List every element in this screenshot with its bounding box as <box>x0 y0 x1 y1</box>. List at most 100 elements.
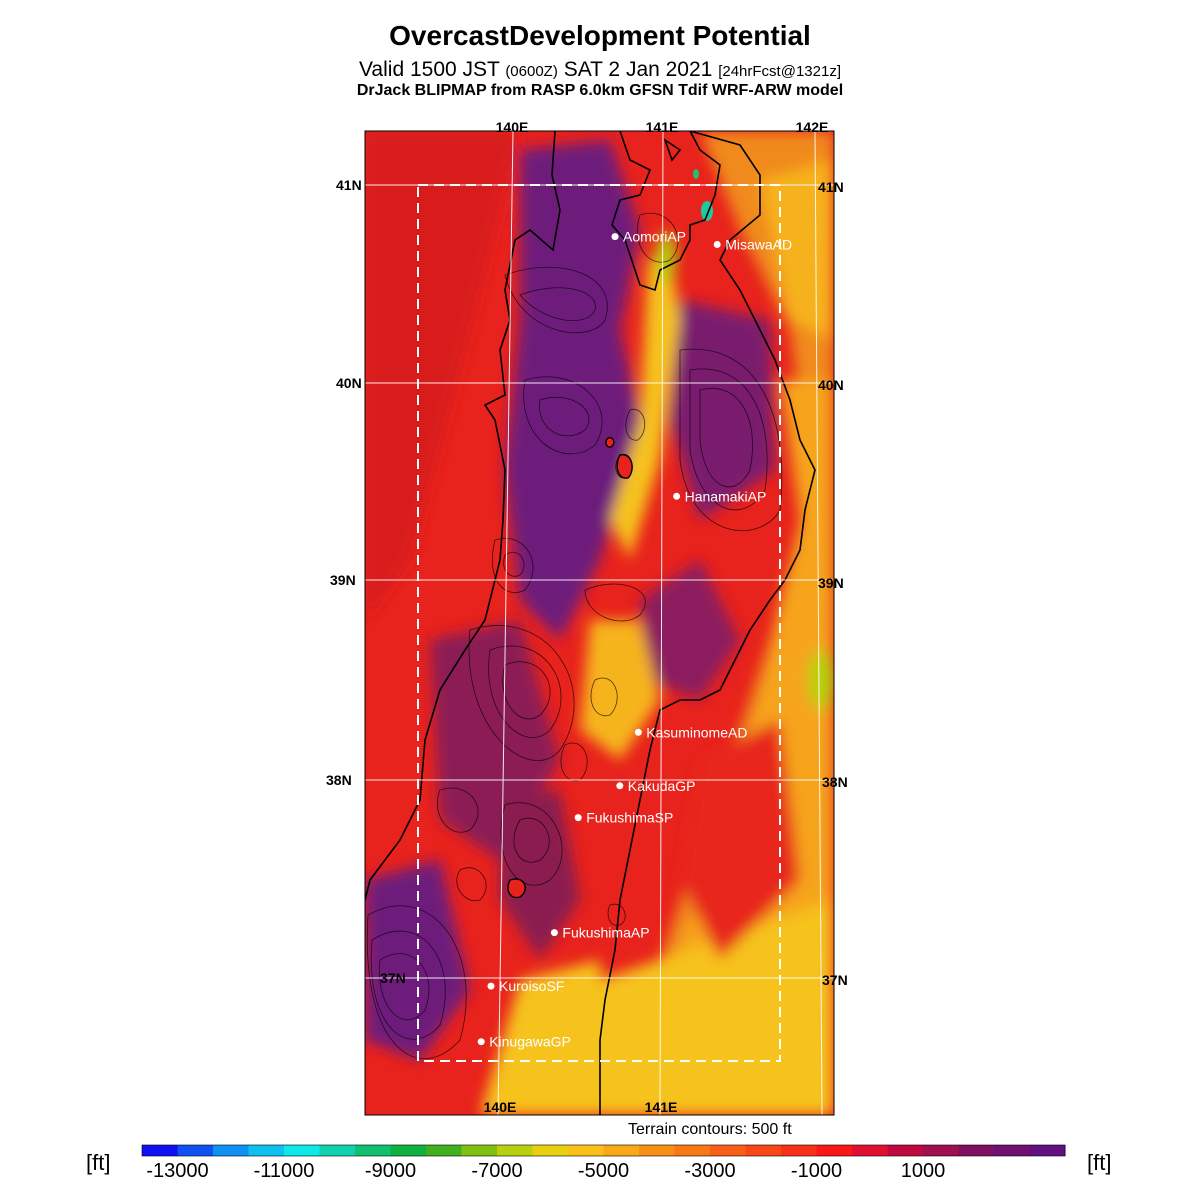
site-dot <box>477 1038 485 1046</box>
lat-labels-right: 41N 40N 39N 38N 37N <box>818 179 848 988</box>
site-label: HanamakiAP <box>685 488 767 504</box>
site-dot <box>550 929 558 937</box>
colorbar-swatch <box>461 1145 498 1156</box>
colorbar-swatch <box>284 1145 320 1156</box>
contour <box>584 583 646 622</box>
colorbar-swatch <box>816 1145 853 1156</box>
colorbar-unit-left: [ft] <box>86 1150 111 1175</box>
lakes <box>507 436 633 899</box>
contour <box>468 625 575 761</box>
purple-core-north <box>505 140 640 640</box>
colorbar-swatch <box>177 1145 214 1156</box>
lat-label-left: 41N <box>336 177 362 193</box>
site-label: AomoriAP <box>623 229 686 245</box>
coastline-east <box>599 131 816 1115</box>
colorbar-swatch <box>1029 1145 1066 1156</box>
valid-zulu: (0600Z) <box>505 63 558 80</box>
colorbar-swatch <box>248 1145 285 1156</box>
contour <box>523 376 603 455</box>
colorbar-tick-label: -13000 <box>146 1160 209 1182</box>
green-spot-mutsu <box>656 232 676 284</box>
lon-label-bottom: 141E <box>645 1099 678 1115</box>
valley-yellow-central <box>580 620 660 760</box>
site-label: KasuminomeAD <box>646 724 747 740</box>
lake-tazawa <box>616 454 633 479</box>
colorbar-swatch <box>568 1145 604 1156</box>
contour <box>607 903 626 926</box>
map-panel <box>365 131 834 1115</box>
coastline-mutsu-bay <box>611 131 721 292</box>
lon-labels-bottom: 140E 141E <box>484 1099 678 1115</box>
forecast-label: [24hrFcst@1321z] <box>718 63 841 80</box>
site-dot <box>611 233 619 241</box>
colorbar-swatch <box>497 1145 533 1156</box>
lat-label-left: 37N <box>380 970 406 986</box>
colorbar-swatch <box>958 1145 995 1156</box>
lat-label-right: 40N <box>818 377 844 393</box>
lat-labels-left: 41N 40N 39N 38N 37N <box>326 177 406 986</box>
coastline-hokkaido-tip <box>663 138 682 162</box>
contour <box>456 867 487 902</box>
colorbar-swatch <box>710 1145 746 1156</box>
purple-kitakami <box>640 560 740 700</box>
colorbar-tick-label: -7000 <box>471 1160 523 1182</box>
colorbar-tick-label: -3000 <box>684 1160 736 1182</box>
terrain-contours <box>366 212 783 1059</box>
colorbar-frame <box>141 1144 1066 1157</box>
contour <box>488 645 562 738</box>
grid-lon-141 <box>659 130 664 1116</box>
lat-label-left: 40N <box>336 375 362 391</box>
purple-east-range <box>670 300 775 520</box>
lon-label-bottom: 140E <box>484 1099 517 1115</box>
lat-label-right: 39N <box>818 575 844 591</box>
site-markers: AomoriAP MisawaAD HanamakiAP KasuminomeAD Ka… <box>477 229 792 1050</box>
green-spot-offshore <box>808 650 834 710</box>
colorbar-swatch <box>213 1145 249 1156</box>
lat-label-right: 38N <box>822 774 848 790</box>
valid-time-line: Valid 1500 JST (0600Z) SAT 2 Jan 2021 [2… <box>0 58 1200 82</box>
valid-date: SAT 2 Jan 2021 <box>563 58 713 81</box>
site-dot <box>487 982 495 990</box>
colorbar-tick-label: -5000 <box>577 1160 630 1182</box>
colorbar-tick-label: 1000 <box>900 1160 946 1182</box>
contour <box>539 396 590 437</box>
site-label: MisawaAD <box>725 237 792 253</box>
lake-small <box>605 436 615 448</box>
contour <box>625 409 646 441</box>
colorbar-swatch <box>390 1145 427 1156</box>
coastline-west <box>365 131 561 901</box>
contour <box>500 802 563 886</box>
site-label: KinugawaGP <box>489 1034 571 1050</box>
colorbar-tick-label: -11000 <box>253 1160 315 1182</box>
site-dot <box>673 492 681 500</box>
site-label: FukushimaSP <box>586 810 673 826</box>
chart-title: OvercastDevelopment Potential <box>389 20 811 51</box>
valley-yellow-south <box>480 960 610 1115</box>
cyan-spot-small <box>693 169 699 179</box>
colorbar-swatch <box>674 1145 711 1156</box>
lon-labels-top: 140E 141E 142E <box>496 119 829 135</box>
site-dot <box>616 782 624 790</box>
contour <box>679 348 783 531</box>
coastlines <box>365 131 816 1115</box>
lon-label-top: 141E <box>646 119 679 135</box>
site-dot <box>574 814 582 822</box>
contour <box>436 787 479 833</box>
colorbar-unit-right: [ft] <box>1087 1150 1112 1175</box>
contour <box>366 905 467 1059</box>
valid-prefix: Valid 1500 JST <box>358 58 500 81</box>
colorbar-swatch <box>852 1145 888 1156</box>
site-dot <box>713 241 721 248</box>
lon-label-top: 142E <box>796 119 829 135</box>
contour <box>699 388 753 488</box>
colorbar-tick-label: -1000 <box>790 1160 843 1182</box>
contour <box>504 266 608 334</box>
lat-label-left: 38N <box>326 772 352 788</box>
colorbar-swatch <box>745 1145 782 1156</box>
colorbar-swatch <box>355 1145 391 1156</box>
contour <box>491 537 534 593</box>
colorbar-swatch <box>781 1145 817 1156</box>
site-label: FukushimaAP <box>562 925 649 941</box>
purple-aizu <box>500 790 580 960</box>
contour <box>590 677 618 717</box>
